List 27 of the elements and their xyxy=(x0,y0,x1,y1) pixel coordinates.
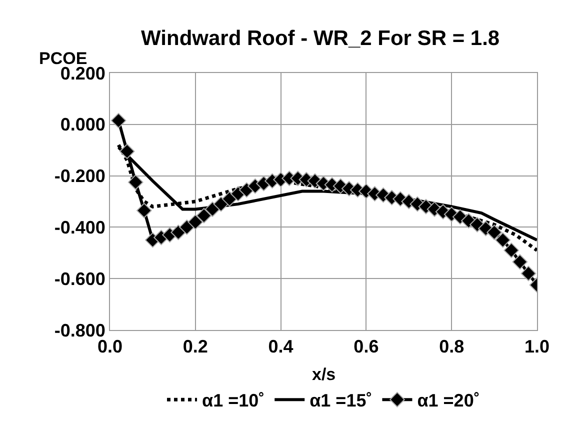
x-tick-label: 1.0 xyxy=(524,336,550,357)
chart-title: Windward Roof - WR_2 For SR = 1.8 xyxy=(141,26,500,50)
point xyxy=(136,202,152,218)
point xyxy=(128,174,144,190)
point xyxy=(110,112,126,128)
x-tick-label: 0.8 xyxy=(439,336,464,357)
y-tick-label: 0.000 xyxy=(60,114,106,135)
y-tick-label: -0.200 xyxy=(54,166,106,186)
point xyxy=(504,242,520,258)
legend-label: α1 =15˚ xyxy=(310,390,372,411)
point xyxy=(512,254,528,270)
point xyxy=(170,224,186,240)
point xyxy=(188,214,204,230)
x-axis-title: x/s xyxy=(312,365,336,384)
point xyxy=(520,266,536,282)
x-tick-label: 0.2 xyxy=(182,336,208,357)
point xyxy=(486,224,502,240)
x-tick-label: 0.4 xyxy=(268,336,294,357)
point xyxy=(119,144,135,160)
legend-label: α1 =20˚ xyxy=(417,390,480,411)
y-tick-label: -0.400 xyxy=(54,218,106,238)
legend-label: α1 =10˚ xyxy=(202,390,265,411)
point xyxy=(495,232,510,248)
point xyxy=(196,208,212,224)
y-tick-label: -0.600 xyxy=(54,268,106,289)
x-tick-label: 0.6 xyxy=(354,336,379,357)
point xyxy=(204,202,220,217)
